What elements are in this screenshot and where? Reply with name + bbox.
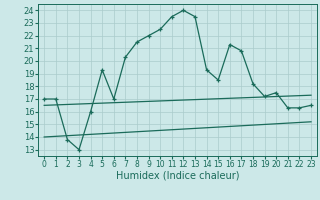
X-axis label: Humidex (Indice chaleur): Humidex (Indice chaleur) [116, 171, 239, 181]
